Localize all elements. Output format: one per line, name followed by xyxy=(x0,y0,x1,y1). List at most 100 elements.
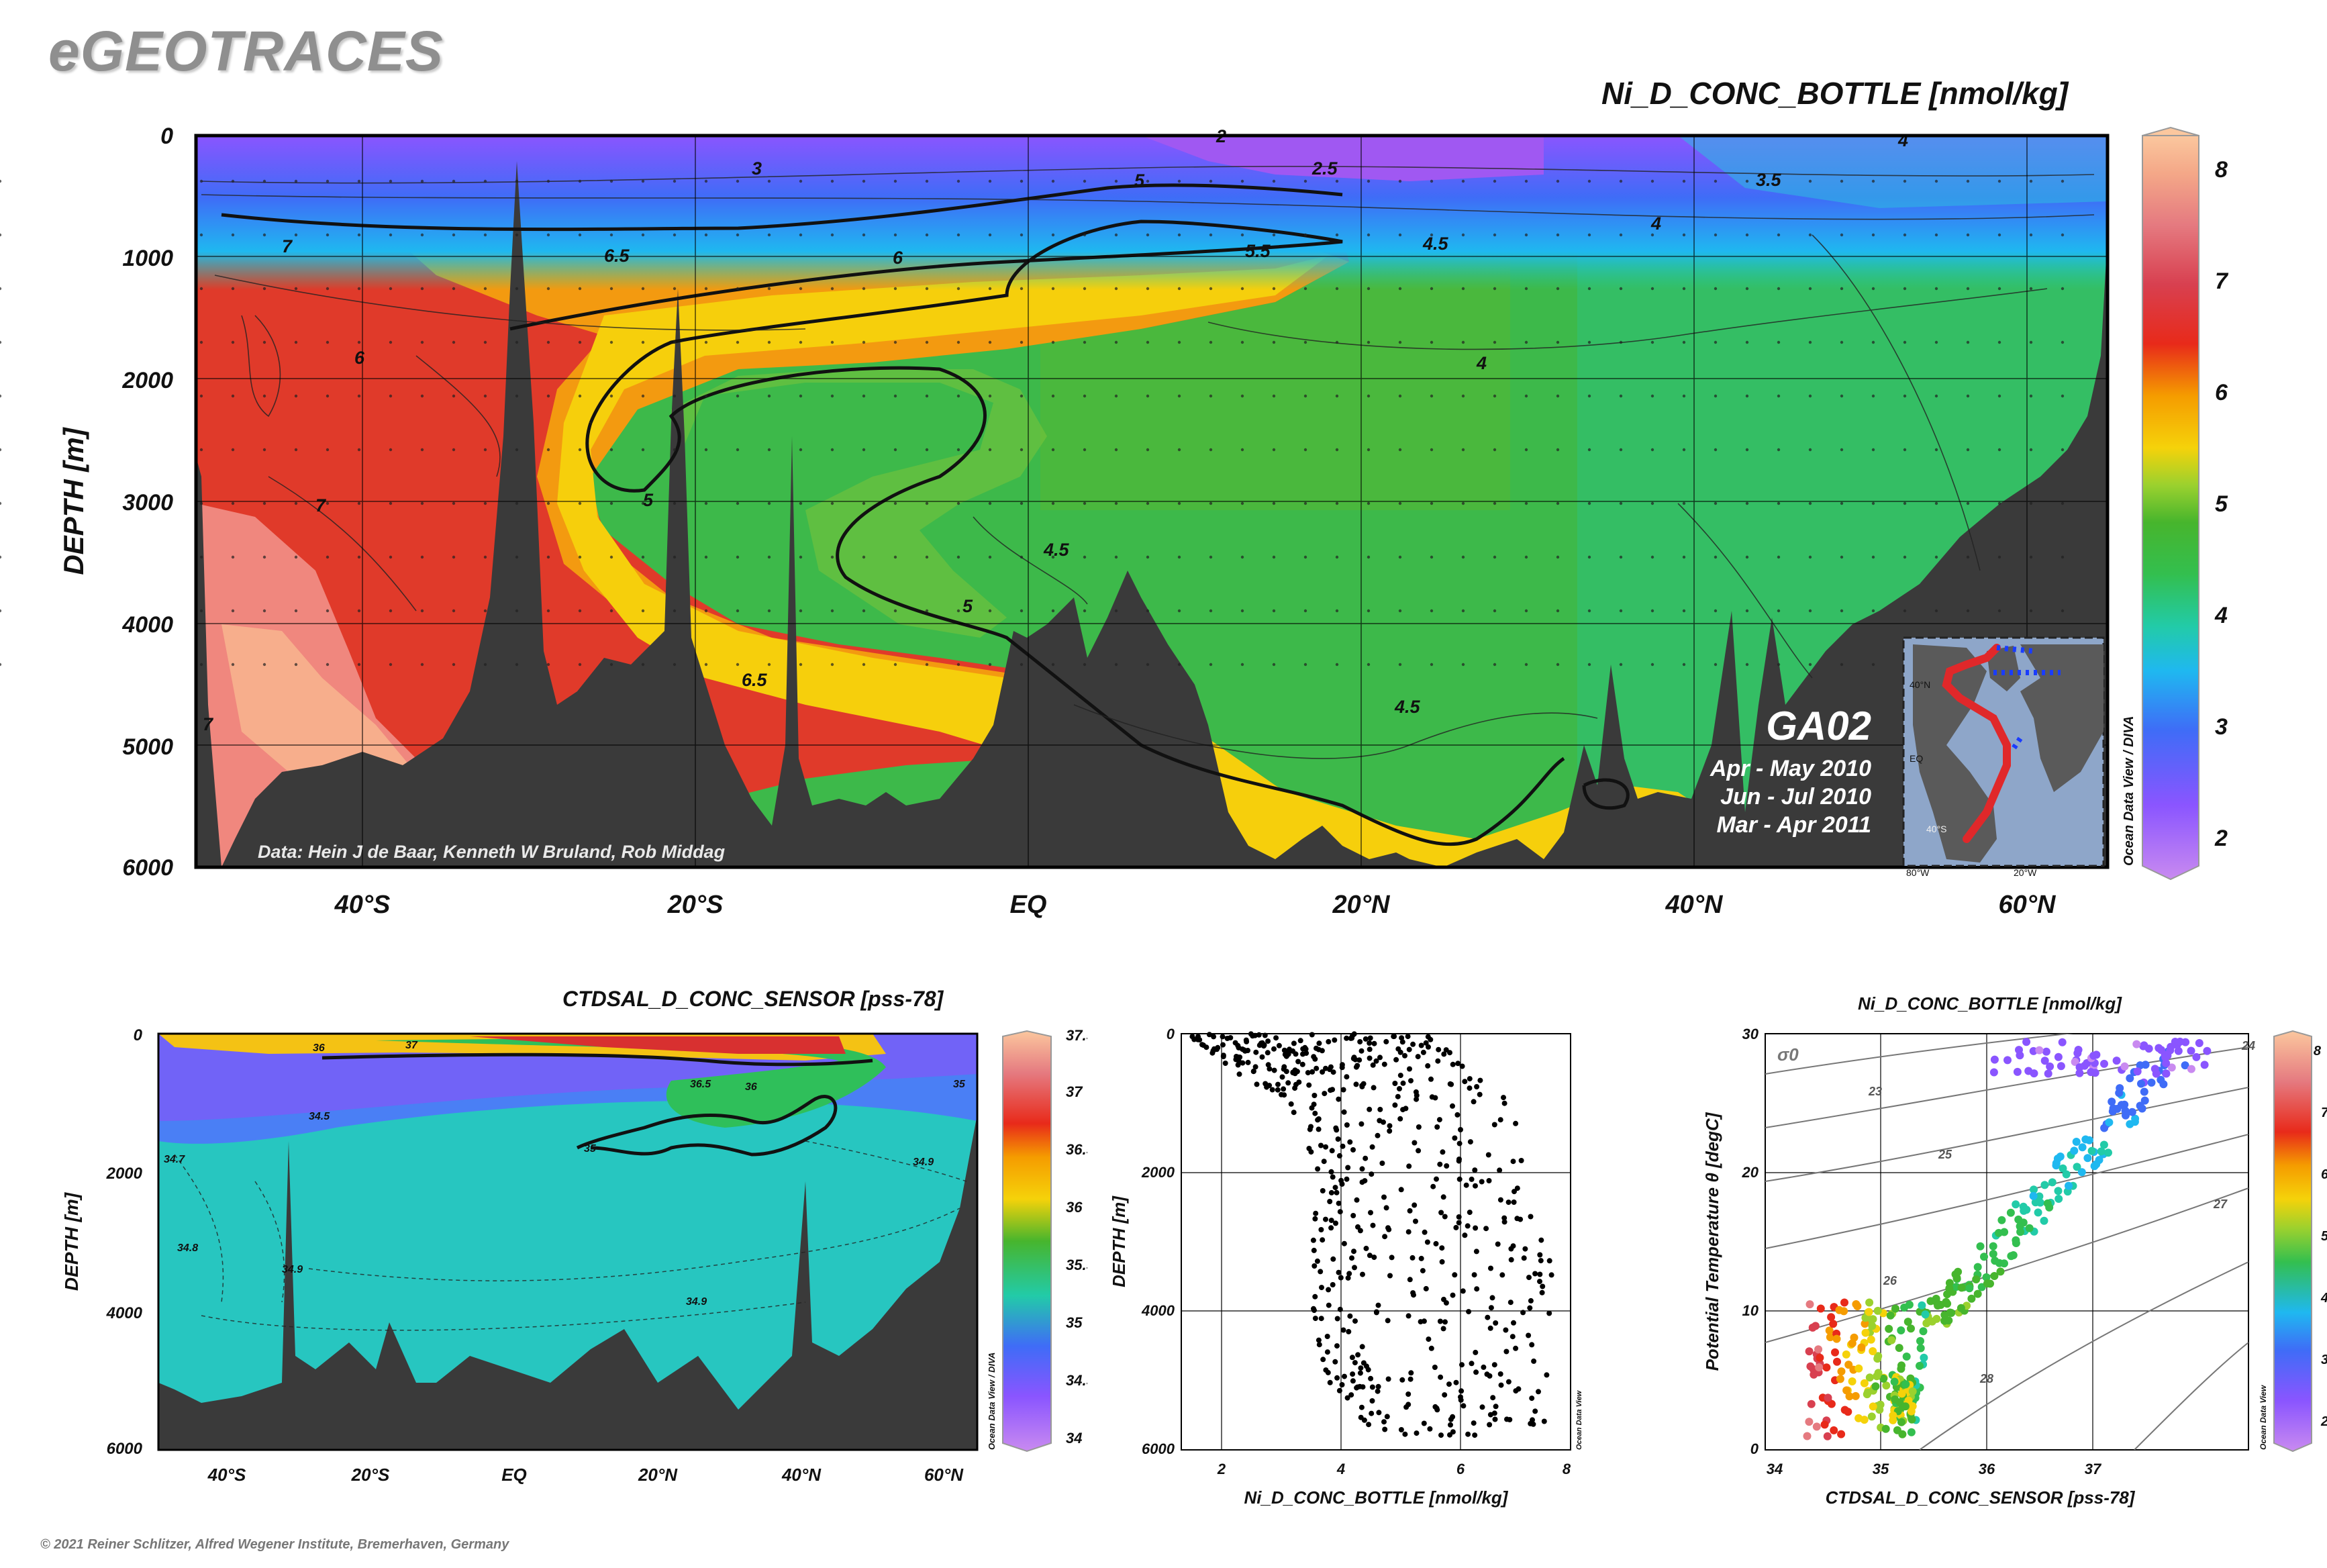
scatter-point xyxy=(1387,1123,1393,1129)
scatter-point xyxy=(1337,1306,1343,1312)
scatter-point xyxy=(1405,1391,1412,1397)
scatter-point xyxy=(1453,1379,1459,1385)
ts-point xyxy=(1918,1301,1926,1310)
ts-point xyxy=(2108,1097,2116,1106)
scatter-point xyxy=(1424,1239,1430,1245)
ts-point xyxy=(2034,1208,2042,1217)
scatter-point xyxy=(1256,1032,1262,1038)
scatter-point xyxy=(1330,1282,1336,1287)
ts-point xyxy=(2035,1192,2044,1201)
scatter-point xyxy=(1314,1258,1320,1264)
svg-text:6.5: 6.5 xyxy=(742,670,768,690)
scatter-point xyxy=(1537,1271,1543,1277)
scatter-point xyxy=(1531,1358,1537,1364)
ts-point xyxy=(2022,1038,2031,1046)
ts-cbar-2: 2 xyxy=(2320,1414,2327,1429)
ts-point xyxy=(1976,1242,1985,1251)
scat-xtick-8: 8 xyxy=(1563,1461,1571,1477)
svg-text:37: 37 xyxy=(405,1040,418,1051)
ts-point xyxy=(2059,1164,2067,1173)
svg-text:35: 35 xyxy=(953,1079,966,1090)
ts-point xyxy=(1836,1375,1844,1383)
ts-point xyxy=(2052,1159,2061,1167)
scatter-point xyxy=(1472,1432,1478,1438)
scatter-point xyxy=(1314,1065,1320,1071)
ts-point xyxy=(2090,1162,2099,1171)
ts-point xyxy=(2140,1041,2148,1050)
scatter-point xyxy=(1320,1188,1326,1193)
ts-point xyxy=(1854,1364,1863,1373)
scatter-point xyxy=(1323,1065,1328,1071)
scatter-point xyxy=(1338,1275,1344,1281)
ts-point xyxy=(2120,1062,2129,1071)
scatter-point xyxy=(1473,1349,1479,1355)
scatter-point xyxy=(1375,1383,1381,1389)
scatter-point xyxy=(1350,1371,1356,1377)
scatter-point xyxy=(1371,1040,1377,1046)
scatter-point xyxy=(1375,1388,1381,1394)
ts-point xyxy=(1967,1294,1976,1303)
scatter-point xyxy=(1487,1373,1493,1379)
sal-cbar-37: 37 xyxy=(1066,1083,1083,1100)
scatter-point xyxy=(1488,1305,1494,1311)
scatter-point xyxy=(1265,1050,1271,1056)
scatter-point xyxy=(1329,1148,1335,1154)
scatter-point xyxy=(1501,1215,1507,1221)
scatter-point xyxy=(1326,1038,1332,1044)
scatter-point xyxy=(1503,1327,1509,1333)
scatter-point xyxy=(1336,1153,1342,1159)
scatter-point xyxy=(1276,1042,1282,1048)
scatter-point xyxy=(1467,1210,1473,1216)
ts-point xyxy=(1991,1257,1999,1265)
scatter-point xyxy=(1326,1302,1332,1308)
scatter-point xyxy=(1377,1106,1383,1112)
ts-point xyxy=(1845,1392,1854,1401)
svg-text:25: 25 xyxy=(1938,1148,1952,1161)
sal-xtick-20n: 20°N xyxy=(638,1465,678,1485)
ts-point xyxy=(1826,1333,1834,1342)
ts-point xyxy=(2075,1063,2084,1071)
svg-text:5.5: 5.5 xyxy=(1245,241,1271,261)
ts-point xyxy=(2016,1222,2024,1230)
scatter-point xyxy=(1332,1185,1338,1191)
ts-point xyxy=(2046,1062,2054,1071)
scatter-point xyxy=(1456,1214,1462,1220)
ts-point xyxy=(1898,1430,1907,1438)
scatter-point xyxy=(1381,1194,1387,1200)
ts-point xyxy=(2203,1046,2212,1055)
inset-cruise-1: Apr - May 2010 xyxy=(1710,756,1871,781)
ts-point xyxy=(1889,1416,1897,1424)
ts-point xyxy=(1873,1372,1881,1381)
scatter-point xyxy=(1335,1136,1341,1142)
scatter-point xyxy=(1415,1054,1421,1060)
scatter-point xyxy=(1450,1061,1456,1067)
ts-point xyxy=(2077,1168,2086,1177)
scatter-point xyxy=(1344,1074,1350,1080)
scatter-point xyxy=(1514,1185,1520,1191)
ts-point xyxy=(2070,1146,2079,1155)
scatter-point xyxy=(1448,1081,1454,1087)
ts-point xyxy=(1830,1426,1838,1434)
ts-point xyxy=(1869,1315,1877,1324)
inset-section-name: GA02 xyxy=(1766,703,1871,748)
scatter-point xyxy=(1370,1062,1376,1068)
ts-point xyxy=(2087,1146,2096,1155)
main-xtick-eq: EQ xyxy=(1010,891,1047,919)
ts-point xyxy=(1952,1273,1961,1282)
ts-point xyxy=(1869,1402,1877,1411)
cbar-tick-4: 4 xyxy=(2214,603,2228,628)
ts-point xyxy=(2071,1058,2079,1066)
scatter-point xyxy=(1367,1040,1373,1046)
svg-text:7: 7 xyxy=(282,236,293,256)
scatter-point xyxy=(1398,1427,1404,1432)
ts-point xyxy=(1989,1242,1997,1251)
scatter-point xyxy=(1353,1081,1359,1087)
scatter-point xyxy=(1513,1120,1519,1126)
scatter-point xyxy=(1367,1046,1373,1052)
scatter-point xyxy=(1460,1403,1467,1409)
scatter-point xyxy=(1259,1054,1265,1060)
scatter-point xyxy=(1428,1345,1434,1351)
ts-point xyxy=(1832,1334,1841,1343)
scatter-point xyxy=(1462,1232,1468,1238)
scatter-point xyxy=(1465,1223,1471,1229)
